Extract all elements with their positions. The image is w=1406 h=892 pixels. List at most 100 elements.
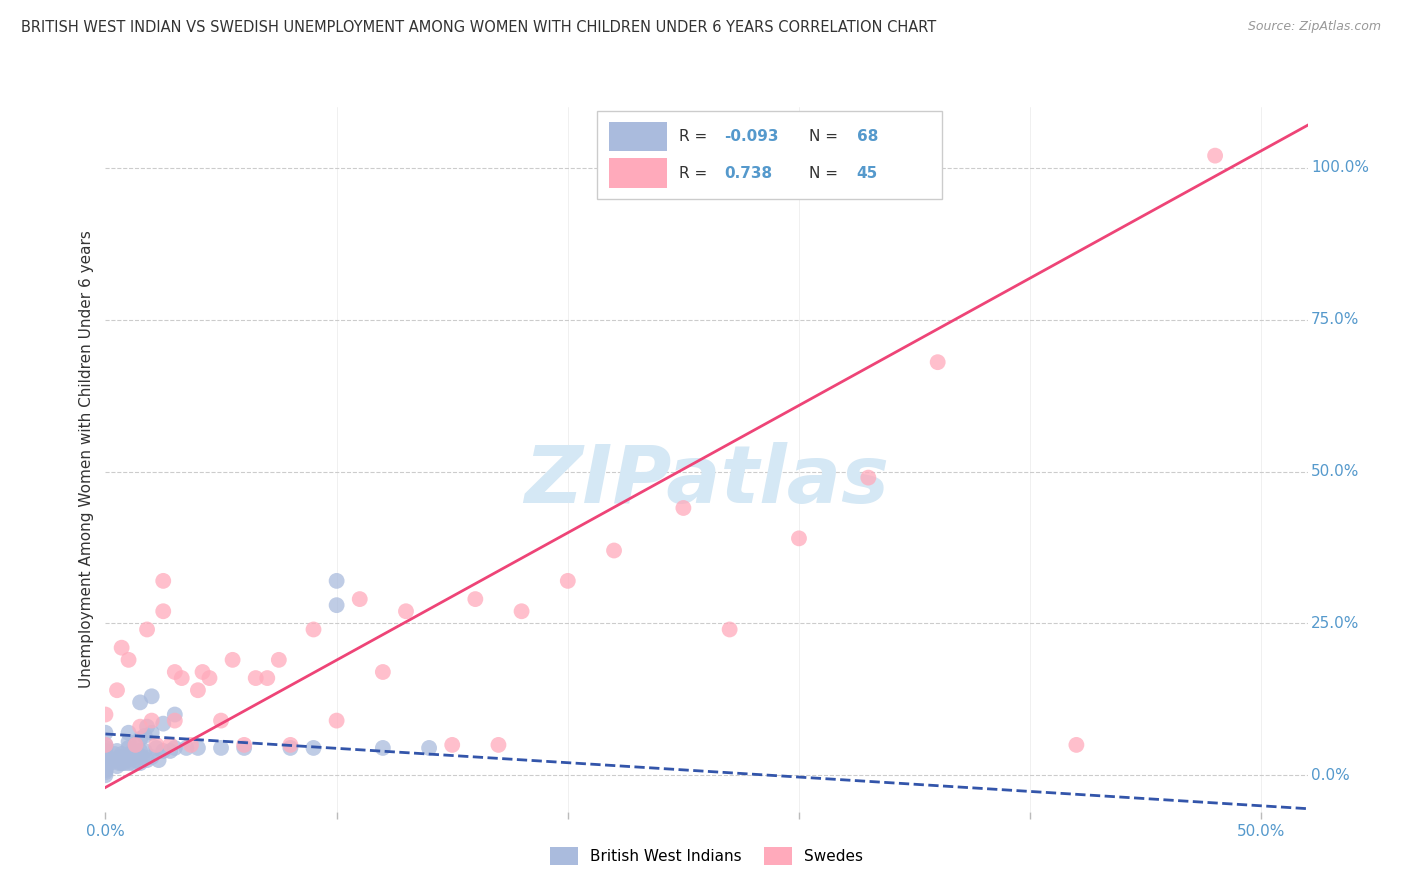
Point bbox=[124, 738, 146, 752]
Point bbox=[464, 592, 486, 607]
Text: N =: N = bbox=[808, 166, 842, 181]
Point bbox=[163, 665, 186, 679]
Point bbox=[418, 740, 440, 755]
Point bbox=[134, 744, 156, 758]
Point bbox=[108, 756, 131, 771]
Point bbox=[94, 738, 117, 752]
Point bbox=[108, 750, 131, 764]
Point bbox=[395, 604, 418, 618]
Point bbox=[94, 740, 117, 755]
Point bbox=[180, 738, 202, 752]
Point bbox=[927, 355, 949, 369]
Text: 50.0%: 50.0% bbox=[1312, 464, 1360, 479]
Point bbox=[129, 695, 152, 709]
Text: 100.0%: 100.0% bbox=[1312, 161, 1369, 176]
Point bbox=[221, 653, 243, 667]
Text: BRITISH WEST INDIAN VS SWEDISH UNEMPLOYMENT AMONG WOMEN WITH CHILDREN UNDER 6 YE: BRITISH WEST INDIAN VS SWEDISH UNEMPLOYM… bbox=[21, 20, 936, 35]
Point bbox=[152, 744, 174, 758]
Point bbox=[152, 574, 174, 588]
Point bbox=[233, 740, 256, 755]
Point bbox=[141, 750, 163, 764]
Point bbox=[111, 756, 134, 771]
Point bbox=[124, 738, 146, 752]
Point bbox=[163, 740, 186, 755]
Point bbox=[280, 738, 302, 752]
Point bbox=[94, 762, 117, 776]
Point bbox=[94, 725, 117, 739]
Text: 45: 45 bbox=[856, 166, 877, 181]
Point bbox=[187, 740, 209, 755]
Point bbox=[141, 714, 163, 728]
Point bbox=[94, 764, 117, 778]
Point bbox=[187, 683, 209, 698]
Point bbox=[302, 740, 325, 755]
Point bbox=[94, 757, 117, 772]
Point bbox=[488, 738, 510, 752]
Point bbox=[94, 768, 117, 782]
Point bbox=[117, 740, 139, 755]
Point bbox=[129, 720, 152, 734]
Point bbox=[233, 738, 256, 752]
Text: 75.0%: 75.0% bbox=[1312, 312, 1360, 327]
Point bbox=[94, 744, 117, 758]
Text: R =: R = bbox=[679, 166, 711, 181]
Text: Source: ZipAtlas.com: Source: ZipAtlas.com bbox=[1247, 20, 1381, 33]
Point bbox=[117, 653, 139, 667]
Point bbox=[134, 729, 156, 743]
Point bbox=[124, 753, 146, 767]
Text: -0.093: -0.093 bbox=[724, 129, 779, 145]
Point bbox=[112, 756, 135, 771]
Point bbox=[256, 671, 278, 685]
Point bbox=[145, 738, 167, 752]
Text: R =: R = bbox=[679, 129, 711, 145]
Point bbox=[325, 574, 347, 588]
Point bbox=[302, 623, 325, 637]
Point bbox=[105, 683, 128, 698]
Point bbox=[94, 761, 117, 775]
Point bbox=[104, 747, 127, 761]
Text: ZIPatlas: ZIPatlas bbox=[524, 442, 889, 519]
Point bbox=[117, 725, 139, 739]
FancyBboxPatch shape bbox=[598, 112, 942, 199]
Point bbox=[198, 671, 221, 685]
Point bbox=[349, 592, 371, 607]
FancyBboxPatch shape bbox=[609, 122, 666, 152]
Point bbox=[136, 720, 159, 734]
Legend: British West Indians, Swedes: British West Indians, Swedes bbox=[544, 841, 869, 871]
Point bbox=[371, 740, 394, 755]
Point bbox=[152, 716, 174, 731]
Point bbox=[94, 765, 117, 780]
Point bbox=[267, 653, 290, 667]
Point bbox=[1204, 148, 1226, 162]
Point bbox=[141, 725, 163, 739]
FancyBboxPatch shape bbox=[609, 159, 666, 188]
Point bbox=[152, 604, 174, 618]
Point bbox=[141, 690, 163, 704]
Point bbox=[94, 756, 117, 771]
Point bbox=[129, 731, 152, 746]
Point bbox=[858, 470, 880, 484]
Point bbox=[245, 671, 267, 685]
Point bbox=[325, 714, 347, 728]
Point bbox=[112, 750, 135, 764]
Text: 0.738: 0.738 bbox=[724, 166, 773, 181]
Point bbox=[148, 753, 170, 767]
Point bbox=[603, 543, 626, 558]
Point bbox=[94, 747, 117, 761]
Point bbox=[209, 714, 232, 728]
Point bbox=[131, 750, 153, 764]
Point bbox=[111, 747, 134, 761]
Point bbox=[94, 759, 117, 773]
Point bbox=[170, 671, 193, 685]
Point bbox=[371, 665, 394, 679]
Point bbox=[111, 640, 134, 655]
Point bbox=[94, 750, 117, 764]
Text: 25.0%: 25.0% bbox=[1312, 615, 1360, 631]
Point bbox=[105, 753, 128, 767]
Point bbox=[176, 740, 198, 755]
Point bbox=[117, 735, 139, 749]
Point bbox=[120, 750, 142, 764]
Point bbox=[136, 753, 159, 767]
Text: 0.0%: 0.0% bbox=[1312, 768, 1350, 783]
Point bbox=[163, 714, 186, 728]
